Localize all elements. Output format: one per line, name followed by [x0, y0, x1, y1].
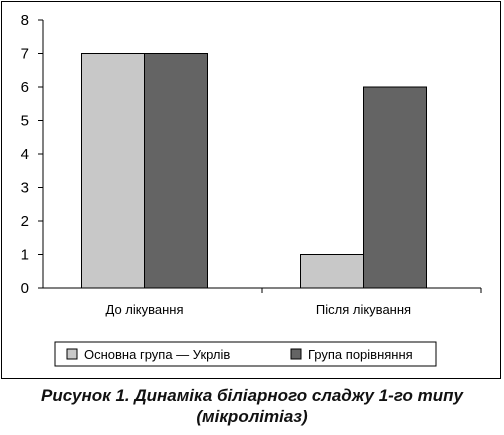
bars	[81, 53, 427, 289]
y-tick-label: 5	[21, 113, 29, 130]
bar	[363, 86, 427, 289]
y-tick-label: 8	[21, 12, 29, 29]
legend: Основна група — Укрлів Група порівняння	[54, 341, 437, 367]
bar	[300, 254, 364, 289]
chart-area: 0 1 2 3 4 5 6 7 8 До лікування Після лікування Ос…	[1, 1, 501, 379]
bar	[81, 53, 145, 289]
y-tick-label: 6	[21, 79, 29, 96]
legend-label: Основна група — Укрлів	[84, 347, 230, 362]
x-tick-label: До лікування	[106, 302, 184, 317]
y-axis: 0 1 2 3 4 5 6 7 8	[21, 12, 44, 297]
bar-chart: 0 1 2 3 4 5 6 7 8 До лікування Після лікування Ос…	[1, 1, 501, 379]
caption-line-2: (мікролітіаз)	[196, 407, 308, 426]
bar	[144, 53, 208, 289]
x-tick-label: Після лікування	[316, 302, 411, 317]
legend-swatch	[66, 348, 78, 360]
y-tick-label: 4	[21, 146, 29, 163]
legend-swatch	[290, 348, 302, 360]
y-tick-label: 7	[21, 46, 29, 63]
y-tick-label: 2	[21, 213, 29, 230]
x-axis: До лікування Після лікування	[43, 287, 482, 317]
y-tick-label: 3	[21, 180, 29, 197]
figure-caption: Рисунок 1. Динаміка біліарного сладжу 1-…	[0, 385, 504, 427]
y-tick-label: 0	[21, 280, 29, 297]
legend-box	[54, 341, 437, 367]
caption-line-1: Рисунок 1. Динаміка біліарного сладжу 1-…	[41, 386, 463, 405]
y-tick-label: 1	[21, 247, 29, 264]
legend-label: Група порівняння	[308, 347, 413, 362]
